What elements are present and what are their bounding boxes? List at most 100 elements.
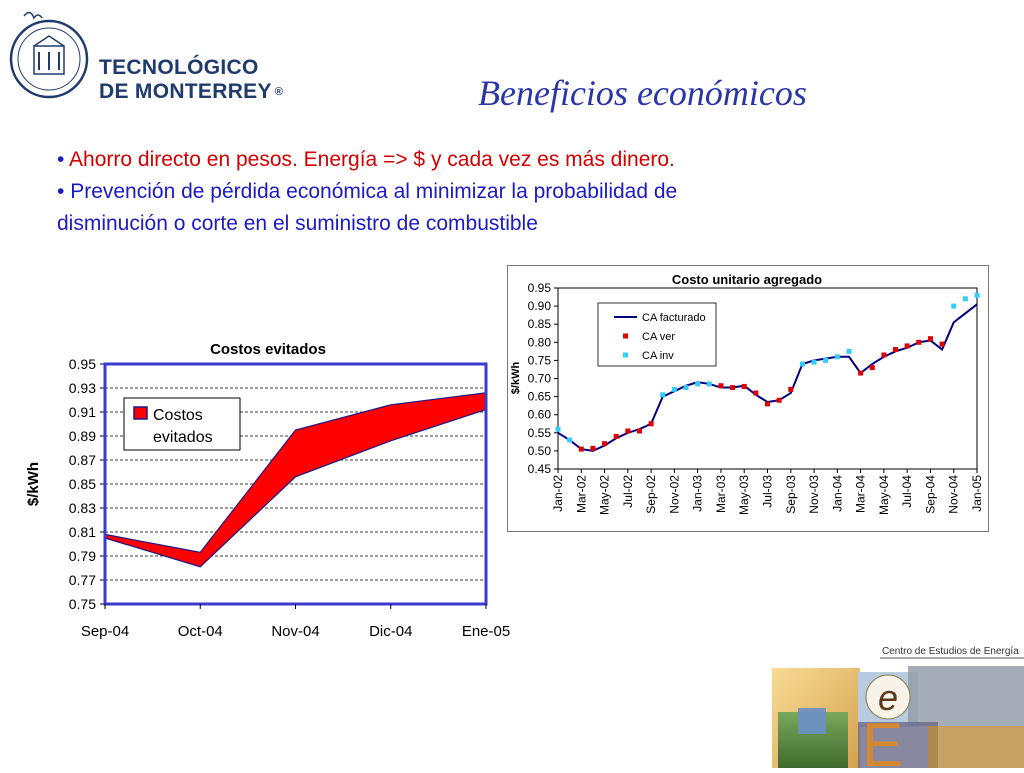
chart2-point-ca-inv [951,303,957,309]
chart1-xtick-label: Ene-05 [462,623,510,640]
chart2-xtick-label: May-04 [877,475,891,515]
chart2-xtick-label: Jan-05 [970,475,984,512]
chart2-point-ca-ver [765,401,770,407]
chart1-xtick-label: Sep-04 [81,623,129,640]
chart1-xtick-label: Nov-04 [271,623,319,640]
chart2-ylabel: $/kWh [510,362,522,395]
chart2-point-ca-ver [927,336,933,342]
logo-wordmark: TECNOLÓGICO DE MONTERREY ® [99,56,283,104]
chart2-xtick-label: Jan-02 [551,475,565,512]
chart2-point-ca-ver [578,446,584,452]
chart2-point-ca-inv [823,357,829,363]
chart2-ytick-label: 0.80 [528,335,552,349]
bullet-text: Ahorro directo en pesos. Energía => $ y … [69,148,675,171]
chart2-point-ca-ver [893,347,899,353]
chart2-point-ca-ver [636,428,642,434]
chart2-point-ca-inv [660,392,666,398]
bullet-text: Prevención de pérdida económica al minim… [70,180,678,203]
chart2-point-ca-inv [567,437,573,443]
chart1-ytick-label: 0.81 [69,524,96,540]
chart1-ytick-label: 0.91 [69,404,96,420]
bullet-marker: • [57,148,65,171]
chart2-xtick-label: Mar-04 [854,475,868,513]
slide-title: Beneficios económicos [478,73,807,113]
chart1-xtick-label: Oct-04 [178,623,223,640]
chart2-xtick-label: Nov-02 [667,475,681,514]
chart1-ytick-label: 0.89 [69,428,96,444]
chart1-ytick-label: 0.79 [69,548,96,564]
bullet-list: • Ahorro directo en pesos. Energía => $ … [57,144,877,240]
chart2-ytick-label: 0.60 [528,408,552,422]
chart2-legend-label: CA inv [642,350,674,362]
bullet-item-1: • Ahorro directo en pesos. Energía => $ … [57,144,877,176]
chart2-xtick-label: May-03 [737,475,751,515]
chart2-point-ca-inv [799,361,805,367]
chart2-point-ca-ver [939,341,945,347]
chart2-point-ca-ver [869,365,875,371]
chart2-point-ca-ver [730,385,736,391]
chart1-xtick-label: Dic-04 [369,623,412,640]
chart2-xtick-label: May-02 [598,475,612,515]
chart2-point-ca-ver [904,343,910,349]
costos-evitados-chart: Costos evitados $/kWh 0.75 0.77 0.79 0.81 0.83… [25,341,510,640]
bullet-marker: • [57,180,65,203]
cee-logo: Centro de Estudios de Energía e E [768,642,1024,773]
chart2-point-ca-inv [706,381,712,387]
seal-icon [9,11,89,99]
chart2-point-ca-ver [788,386,794,392]
chart2-point-ca-inv [962,296,968,302]
cee-label: Centro de Estudios de Energía [882,646,1019,657]
chart2-xtick-label: Nov-04 [947,475,961,514]
chart1-legend-label: Costos [153,407,203,424]
chart1-legend-label-line2: evitados [153,429,213,446]
chart1-ytick-label: 0.85 [69,476,96,492]
chart2-point-ca-inv [834,354,840,360]
chart2-legend-swatch [623,333,628,339]
chart1-ytick-label: 0.93 [69,380,96,396]
chart2-xtick-label: Jul-04 [900,475,914,508]
chart1-ytick-label: 0.77 [69,572,96,588]
chart2-ytick-label: 0.65 [528,390,552,404]
cee-letter-small: e [878,677,898,718]
chart2-ytick-label: 0.45 [528,462,552,476]
cee-letter-big: E [862,711,903,768]
chart2-xtick-label: Jan-03 [691,475,705,512]
chart1-ytick-label: 0.75 [69,596,96,612]
chart2-xtick-label: Jul-03 [761,475,775,508]
chart2-point-ca-inv [683,385,689,391]
tec-monterrey-logo: TECNOLÓGICO DE MONTERREY ® [4,4,294,108]
chart2-point-ca-ver [753,390,759,396]
chart2-point-ca-inv [671,386,677,392]
chart2-ytick-label: 0.55 [528,426,552,440]
chart2-ytick-label: 0.95 [528,281,552,295]
chart2-point-ca-inv [695,381,701,387]
registered-mark: ® [274,86,284,98]
chart2-point-ca-ver [590,445,596,451]
logo-line-2: DE MONTERREY [99,80,272,103]
chart2-ytick-label: 0.85 [528,317,552,331]
chart2-point-ca-ver [613,433,619,439]
costo-unitario-chart: Costo unitario agregado $/kWh 0.45 0.50 0.55… [507,265,989,532]
chart2-point-ca-ver [602,441,608,447]
chart2-legend-swatch [623,352,628,358]
chart2-legend-label: CA facturado [642,312,706,324]
chart2-point-ca-inv [974,292,980,298]
bullet-item-3: disminución o corte en el suministro de … [57,208,877,240]
chart2-point-ca-ver [648,421,654,427]
chart1-ylabel: $/kWh [25,462,42,506]
chart2-ytick-label: 0.75 [528,353,552,367]
chart2-xtick-label: Nov-03 [807,475,821,514]
chart2-ytick-label: 0.70 [528,372,552,386]
chart2-point-ca-ver [625,428,631,434]
bullet-text: disminución o corte en el suministro de … [57,212,538,235]
chart1-title: Costos evitados [210,341,326,358]
chart2-point-ca-ver [916,339,922,345]
chart2-point-ca-ver [858,370,864,376]
chart2-xtick-label: Jul-02 [621,475,635,508]
logo-line-1: TECNOLÓGICO [99,56,259,79]
chart2-point-ca-ver [718,383,724,389]
chart2-xtick-label: Jan-04 [830,475,844,512]
chart2-point-ca-inv [555,426,561,432]
chart2-xtick-label: Mar-02 [574,475,588,513]
chart1-legend-swatch [133,406,148,420]
